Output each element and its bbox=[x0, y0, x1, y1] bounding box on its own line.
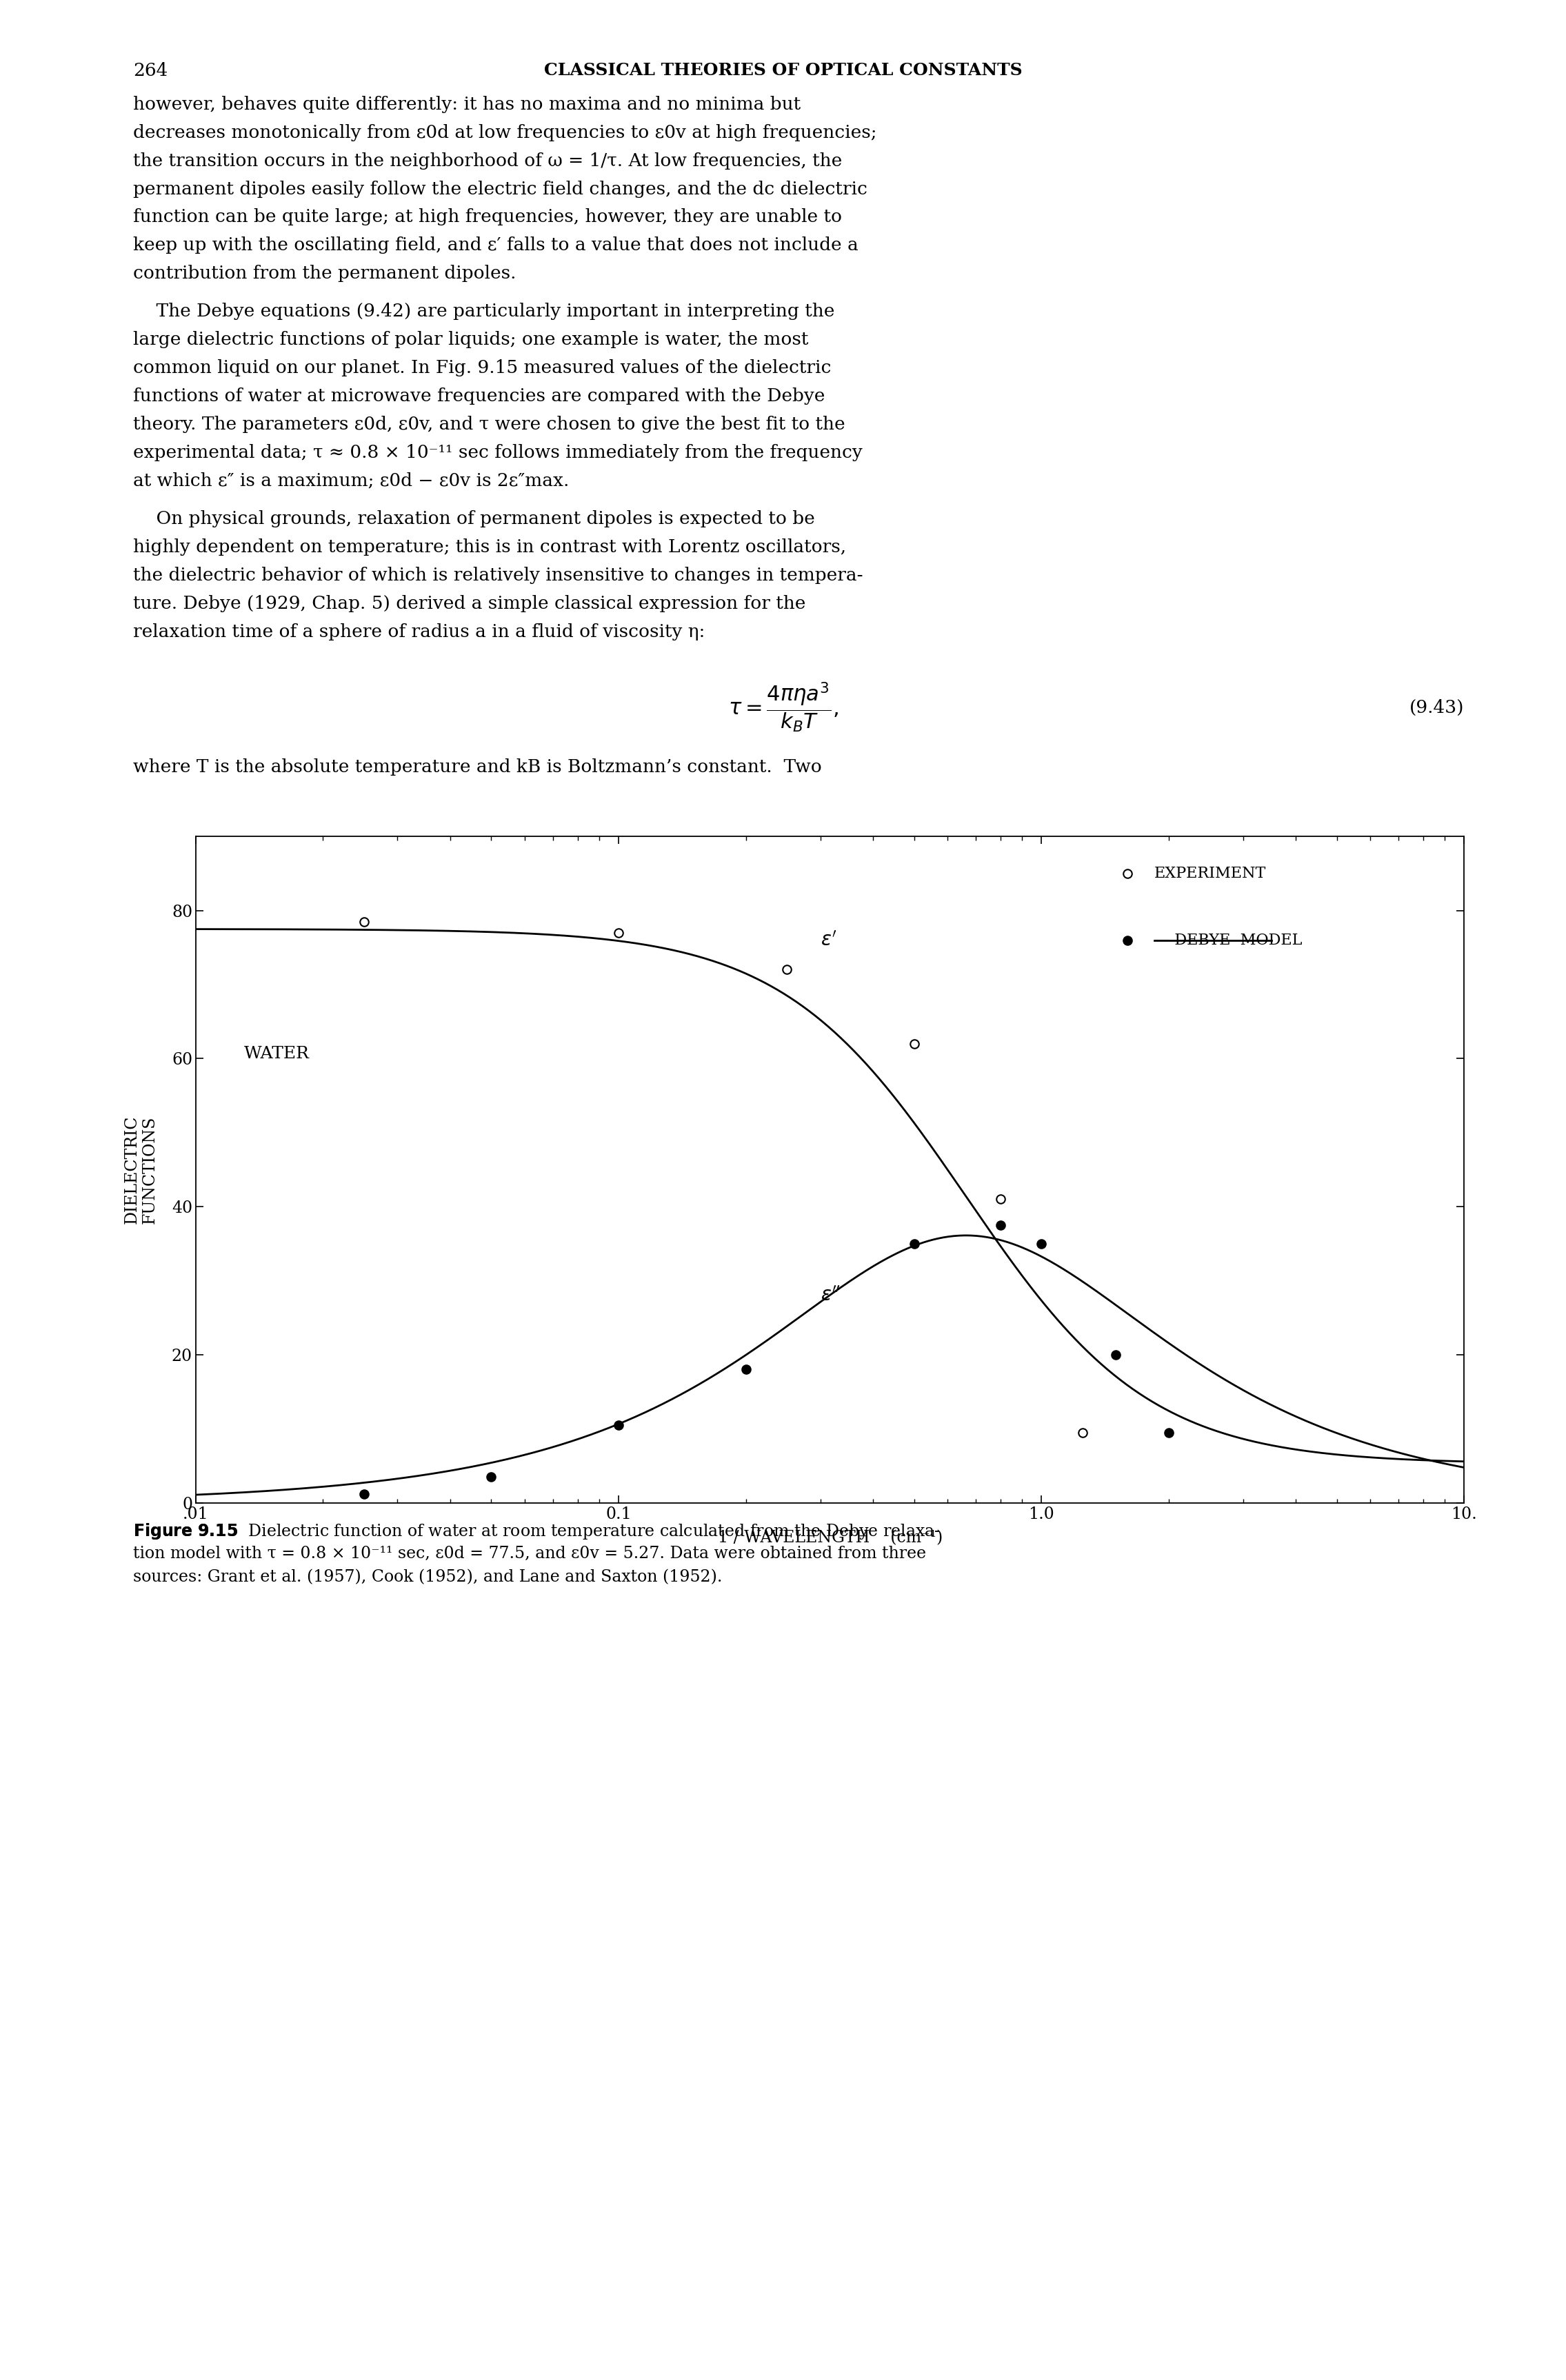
Text: functions of water at microwave frequencies are compared with the Debye: functions of water at microwave frequenc… bbox=[133, 388, 825, 405]
Text: the transition occurs in the neighborhood of ω = 1/τ. At low frequencies, the: the transition occurs in the neighborhoo… bbox=[133, 152, 843, 169]
Text: (9.43): (9.43) bbox=[1409, 700, 1464, 716]
Text: keep up with the oscillating field, and ε′ falls to a value that does not includ: keep up with the oscillating field, and … bbox=[133, 236, 858, 255]
Text: — DEBYE  MODEL: — DEBYE MODEL bbox=[1154, 933, 1303, 947]
Text: The Debye equations (9.42) are particularly important in interpreting the: The Debye equations (9.42) are particula… bbox=[133, 302, 835, 321]
Text: contribution from the permanent dipoles.: contribution from the permanent dipoles. bbox=[133, 264, 517, 283]
Text: the dielectric behavior of which is relatively insensitive to changes in tempera: the dielectric behavior of which is rela… bbox=[133, 566, 863, 583]
Text: experimental data; τ ≈ 0.8 × 10⁻¹¹ sec follows immediately from the frequency: experimental data; τ ≈ 0.8 × 10⁻¹¹ sec f… bbox=[133, 445, 863, 462]
Text: common liquid on our planet. In Fig. 9.15 measured values of the dielectric: common liquid on our planet. In Fig. 9.1… bbox=[133, 359, 832, 376]
Text: On physical grounds, relaxation of permanent dipoles is expected to be: On physical grounds, relaxation of perma… bbox=[133, 509, 814, 528]
Text: highly dependent on temperature; this is in contrast with Lorentz oscillators,: highly dependent on temperature; this is… bbox=[133, 538, 846, 555]
Text: 264: 264 bbox=[133, 62, 168, 79]
Text: where T is the absolute temperature and kB is Boltzmann’s constant.  Two: where T is the absolute temperature and … bbox=[133, 759, 822, 776]
Text: WATER: WATER bbox=[244, 1047, 310, 1061]
Text: $\epsilon''$: $\epsilon''$ bbox=[821, 1285, 839, 1304]
Text: however, behaves quite differently: it has no maxima and no minima but: however, behaves quite differently: it h… bbox=[133, 95, 800, 112]
Text: permanent dipoles easily follow the electric field changes, and the dc dielectri: permanent dipoles easily follow the elec… bbox=[133, 181, 868, 198]
Text: $\mathbf{Figure\ 9.15}$: $\mathbf{Figure\ 9.15}$ bbox=[133, 1521, 238, 1542]
Text: decreases monotonically from ε0d at low frequencies to ε0v at high frequencies;: decreases monotonically from ε0d at low … bbox=[133, 124, 877, 140]
Text: function can be quite large; at high frequencies, however, they are unable to: function can be quite large; at high fre… bbox=[133, 209, 843, 226]
Text: tion model with τ = 0.8 × 10⁻¹¹ sec, ε0d = 77.5, and ε0v = 5.27. Data were obtai: tion model with τ = 0.8 × 10⁻¹¹ sec, ε0d… bbox=[133, 1545, 926, 1561]
Text: $\epsilon'$: $\epsilon'$ bbox=[821, 931, 836, 950]
X-axis label: 1 / WAVELENGTH    (cm⁻¹): 1 / WAVELENGTH (cm⁻¹) bbox=[717, 1530, 943, 1545]
Text: relaxation time of a sphere of radius a in a fluid of viscosity η:: relaxation time of a sphere of radius a … bbox=[133, 624, 705, 640]
Text: sources: Grant et al. (1957), Cook (1952), and Lane and Saxton (1952).: sources: Grant et al. (1957), Cook (1952… bbox=[133, 1568, 722, 1585]
Text: theory. The parameters ε0d, ε0v, and τ were chosen to give the best fit to the: theory. The parameters ε0d, ε0v, and τ w… bbox=[133, 416, 846, 433]
Text: large dielectric functions of polar liquids; one example is water, the most: large dielectric functions of polar liqu… bbox=[133, 331, 808, 347]
Text: EXPERIMENT: EXPERIMENT bbox=[1154, 866, 1267, 881]
Text: CLASSICAL THEORIES OF OPTICAL CONSTANTS: CLASSICAL THEORIES OF OPTICAL CONSTANTS bbox=[543, 62, 1023, 79]
Text: ture. Debye (1929, Chap. 5) derived a simple classical expression for the: ture. Debye (1929, Chap. 5) derived a si… bbox=[133, 595, 805, 612]
Text: DIELECTRIC
FUNCTIONS: DIELECTRIC FUNCTIONS bbox=[124, 1116, 158, 1223]
Text: at which ε″ is a maximum; ε0d − ε0v is 2ε″max.: at which ε″ is a maximum; ε0d − ε0v is 2… bbox=[133, 471, 568, 490]
Text: $\mathbf{Figure\ 9.15}$  Dielectric function of water at room temperature calcul: $\mathbf{Figure\ 9.15}$ Dielectric funct… bbox=[133, 1521, 940, 1542]
Text: $\tau = \dfrac{4\pi\eta a^3}{k_B T},$: $\tau = \dfrac{4\pi\eta a^3}{k_B T},$ bbox=[728, 681, 838, 735]
